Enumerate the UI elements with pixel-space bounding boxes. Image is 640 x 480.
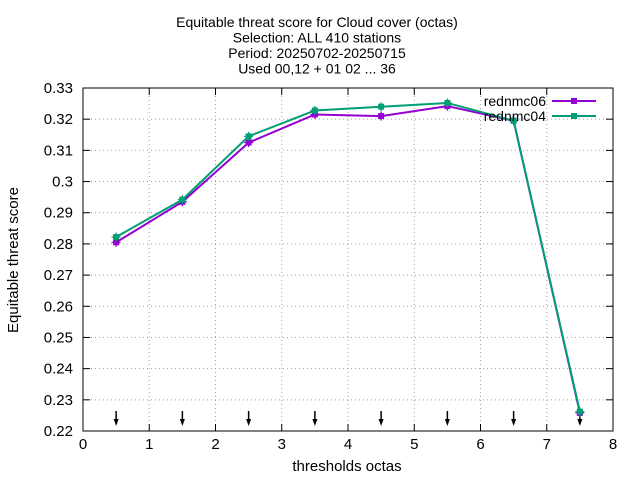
legend-entry: rednmc06 [484,93,596,109]
y-tick-label: 0.23 [44,392,73,409]
y-axis-label: Equitable threat score [5,187,22,333]
y-tick-label: 0.27 [44,267,73,284]
x-tick-label: 0 [79,436,87,453]
y-tick-label: 0.31 [44,142,73,159]
legend-marker [571,98,577,104]
y-tick-label: 0.29 [44,205,73,222]
x-tick-label: 4 [344,436,352,453]
grid [83,88,613,431]
title-line: Used 00,12 + 01 02 ... 36 [238,61,396,77]
threshold-arrows [113,411,583,426]
x-tick-label: 6 [476,436,484,453]
y-tick-label: 0.3 [52,174,73,191]
title-line: Period: 20250702-20250715 [228,45,406,61]
y-tick-label: 0.32 [44,111,73,128]
legend-entry: rednmc04 [484,108,596,124]
plot-frame [82,87,614,432]
down-arrow-icon [113,411,119,426]
x-tick-label: 7 [543,436,551,453]
x-tick-label: 2 [211,436,219,453]
axis-ticks: 0 1 2 3 4 5 6 7 8 0.22 0.23 0.24 0.25 0.26 0.27 0.28 0.2… [44,80,617,453]
down-arrow-icon [246,411,252,426]
title-line: Equitable threat score for Cloud cover (… [176,14,458,30]
down-arrow-icon [511,411,517,426]
down-arrow-icon [312,411,318,426]
series-rednmc04 [111,98,585,417]
chart-title: Equitable threat score for Cloud cover (… [176,14,458,77]
x-tick-label: 3 [278,436,286,453]
x-tick-label: 5 [410,436,418,453]
x-tick-label: 1 [145,436,153,453]
y-tick-label: 0.24 [44,361,73,378]
legend-label: rednmc06 [484,93,546,109]
legend-label: rednmc04 [484,108,546,124]
down-arrow-icon [378,411,384,426]
series-line [115,101,581,412]
title-line: Selection: ALL 410 stations [233,30,401,46]
series [111,98,585,418]
y-tick-label: 0.22 [44,423,73,440]
y-tick-label: 0.26 [44,298,73,315]
down-arrow-icon [179,411,185,426]
y-tick-label: 0.25 [44,329,73,346]
y-tick-label: 0.33 [44,80,73,97]
y-tick-label: 0.28 [44,236,73,253]
x-axis-label: thresholds octas [292,458,401,475]
legend-marker [571,113,577,119]
down-arrow-icon [444,411,450,426]
x-tick-label: 8 [609,436,617,453]
